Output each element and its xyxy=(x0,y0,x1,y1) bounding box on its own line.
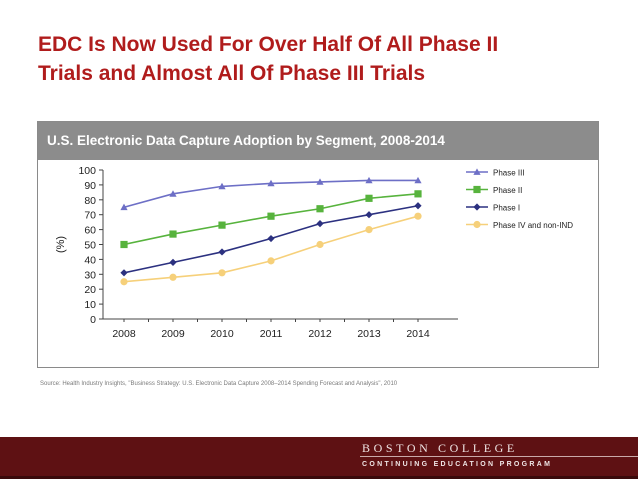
y-axis-label: (%) xyxy=(55,236,67,253)
x-tick-label: 2013 xyxy=(357,328,381,340)
x-tick-label: 2008 xyxy=(112,328,136,340)
legend-marker xyxy=(473,220,481,229)
data-point xyxy=(169,273,177,281)
data-point xyxy=(316,220,324,228)
data-point xyxy=(169,258,177,266)
data-point xyxy=(414,212,422,220)
slide-title-line-2: Trials and Almost All Of Phase III Trial… xyxy=(38,62,426,85)
data-point xyxy=(316,178,324,185)
legend-label: Phase III xyxy=(493,169,525,178)
y-tick-label: 100 xyxy=(78,165,96,177)
data-point xyxy=(365,211,373,219)
y-tick-label: 80 xyxy=(84,195,96,207)
y-tick-label: 30 xyxy=(84,269,96,281)
data-point xyxy=(414,202,422,210)
data-point xyxy=(365,176,373,184)
footer-institution-name: BOSTON COLLEGE xyxy=(362,441,518,455)
data-point xyxy=(120,203,128,211)
y-tick-label: 20 xyxy=(84,284,96,296)
x-tick-label: 2010 xyxy=(210,328,234,340)
data-point xyxy=(267,212,275,220)
slide-title: EDC Is Now Used For Over Half Of All Pha… xyxy=(38,30,618,88)
x-tick-label: 2012 xyxy=(308,328,332,340)
source-note: Source: Health Industry Insights, "Busin… xyxy=(40,381,398,387)
legend-marker xyxy=(473,203,481,211)
y-tick-label: 90 xyxy=(84,180,96,192)
data-point xyxy=(218,182,226,190)
data-point xyxy=(365,194,373,202)
data-point xyxy=(414,190,422,198)
footer-bar xyxy=(0,437,638,479)
data-point xyxy=(169,230,177,238)
legend-label: Phase I xyxy=(493,204,520,213)
chart-panel: U.S. Electronic Data Capture Adoption by… xyxy=(37,121,599,368)
y-tick-label: 50 xyxy=(84,240,96,252)
data-point xyxy=(365,226,373,234)
data-point xyxy=(316,205,324,213)
x-tick-label: 2011 xyxy=(260,328,283,340)
data-point xyxy=(120,278,128,286)
data-point xyxy=(120,269,128,277)
footer-divider xyxy=(360,456,638,457)
data-point xyxy=(414,176,422,184)
x-tick-label: 2014 xyxy=(406,328,430,340)
footer-stripe xyxy=(0,476,638,479)
series-line-3 xyxy=(123,215,419,283)
legend-label: Phase II xyxy=(493,186,522,195)
y-tick-label: 0 xyxy=(90,314,96,326)
data-point xyxy=(218,221,226,229)
chart-title: U.S. Electronic Data Capture Adoption by… xyxy=(38,122,598,160)
data-point xyxy=(218,248,226,256)
data-point xyxy=(267,257,275,265)
data-point xyxy=(218,269,226,277)
data-point xyxy=(267,234,275,243)
data-point xyxy=(169,190,177,197)
x-tick-label: 2009 xyxy=(161,328,185,340)
line-chart: 0 10 20 30 40 50 60 70 80 90 100 2008 2009 2010 2011 20… xyxy=(55,165,573,340)
legend-marker xyxy=(473,185,481,194)
legend-marker xyxy=(473,168,481,175)
data-point xyxy=(316,240,324,249)
y-tick-label: 40 xyxy=(84,254,96,266)
legend-label: Phase IV and non-IND xyxy=(493,221,573,230)
y-tick-label: 60 xyxy=(84,225,96,237)
y-tick-label: 10 xyxy=(84,299,96,311)
slide-title-line-1: EDC Is Now Used For Over Half Of All Pha… xyxy=(38,33,499,56)
footer-program-name: CONTINUING EDUCATION PROGRAM xyxy=(362,461,553,468)
y-tick-label: 70 xyxy=(84,210,96,222)
data-point xyxy=(267,179,275,187)
data-point xyxy=(120,240,128,249)
